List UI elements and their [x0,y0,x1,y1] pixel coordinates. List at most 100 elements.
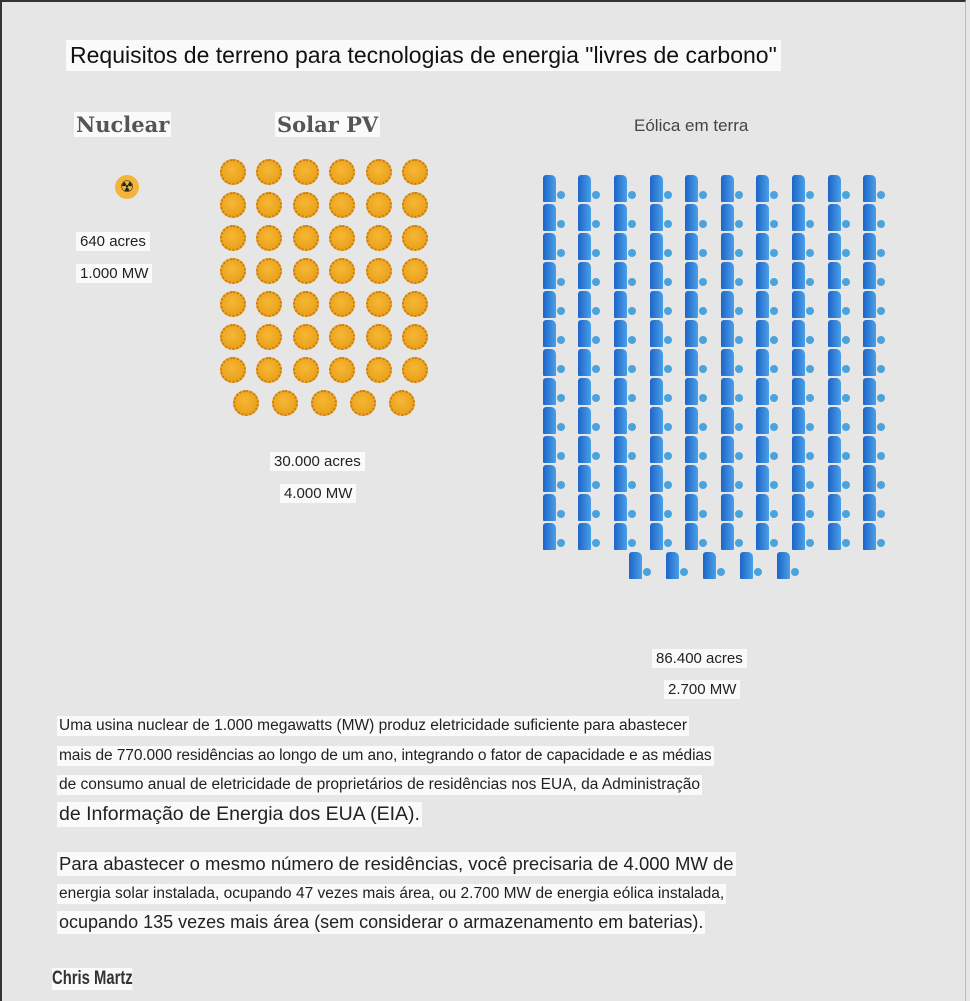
wind-turbine-icon [827,436,852,464]
wind-turbine-icon [792,175,816,203]
paragraph-1-line-2: mais de 770.000 residências ao longo de … [57,746,714,766]
wind-turbine-icon [827,233,852,261]
sun-icon [292,357,319,383]
sun-icon [219,324,246,350]
sun-icon [292,258,319,284]
paragraph-1-line-4: de Informação de Energia dos EUA (EIA). [57,802,422,827]
wind-turbine-icon [685,494,709,522]
wind-turbine-icon [542,262,567,290]
sun-icon [329,324,356,350]
wind-turbine-icon [578,291,602,319]
wind-turbine-icon [720,349,745,377]
wind-turbine-icon [756,233,780,261]
wind-turbine-icon [685,233,709,261]
sun-icon [311,390,337,416]
wind-turbine-icon [827,378,852,406]
wind-turbine-icon [542,320,567,348]
wind-turbine-icon [614,523,638,551]
sun-icon [365,159,392,185]
wind-turbine-icon [614,349,638,377]
sun-icon [365,324,392,350]
sun-icon [402,192,429,218]
sun-icon [329,258,356,284]
wind-turbine-icon [578,262,602,290]
wind-turbine-icon [614,494,638,522]
wind-turbine-icon [614,262,638,290]
sun-icon [389,390,415,416]
wind-turbine-icon [756,407,780,435]
wind-capacity: 2.700 MW [664,680,741,699]
wind-turbine-icon [614,204,638,232]
wind-turbine-icon [792,349,816,377]
wind-turbine-icon [827,175,852,203]
sun-icon [256,357,283,383]
sun-icon [329,225,356,251]
sun-icon [219,357,246,383]
wind-turbine-icon [649,494,674,522]
sun-icon [292,324,319,350]
wind-turbine-icon [827,320,852,348]
wind-turbine-icon [792,494,816,522]
wind-turbine-icon [792,204,816,232]
wind-turbine-icon [542,204,567,232]
wind-turbine-icon [720,291,745,319]
wind-turbine-icon [720,523,745,551]
wind-turbine-icon [720,233,745,261]
wind-turbine-icon [756,175,780,203]
wind-turbine-icon [720,465,745,493]
wind-turbine-icon [685,175,709,203]
sun-icon [365,192,392,218]
wind-turbine-icon [578,204,602,232]
wind-turbine-icon [649,523,674,551]
wind-turbine-icon [756,349,780,377]
wind-turbine-icon [863,494,887,522]
sun-icon [402,159,429,185]
sun-icon [256,159,283,185]
wind-turbine-icon [792,436,816,464]
wind-turbine-icon [578,407,602,435]
paragraph-1-line-3: de consumo anual de eletricidade de prop… [57,775,703,795]
wind-turbine-icon [649,349,674,377]
sun-icon [365,357,392,383]
wind-turbine-icon [792,291,816,319]
sun-icon [329,192,356,218]
wind-turbine-icon [578,378,602,406]
sun-icon [272,390,298,416]
wind-turbine-icon [863,262,887,290]
wind-turbine-icon [685,407,709,435]
sun-icon [292,192,319,218]
wind-turbine-icon [685,436,709,464]
wind-turbine-icon [542,291,567,319]
nuclear-heading: Nuclear [74,112,172,137]
sun-icon [402,258,429,284]
nuclear-area: 640 acres [76,232,150,251]
wind-turbine-icon [542,523,567,551]
wind-turbine-icon [792,465,816,493]
wind-turbine-icon [649,291,674,319]
wind-turbine-icon [863,291,887,319]
paragraph-2-line-1: Para abastecer o mesmo número de residên… [57,852,736,876]
wind-turbine-icon [756,436,780,464]
sun-icon [219,225,246,251]
sun-icon [329,357,356,383]
wind-turbine-icon [792,233,816,261]
nuclear-capacity: 1.000 MW [76,264,153,283]
wind-turbine-icon [542,436,567,464]
sun-icon [402,357,429,383]
wind-turbine-icon [578,349,602,377]
sun-icon [402,225,429,251]
wind-turbine-icon [542,465,567,493]
wind-turbine-icon [666,552,690,580]
wind-turbine-icon [649,233,674,261]
sun-icon [256,324,283,350]
wind-turbine-icon [578,233,602,261]
wind-turbine-icon [720,204,745,232]
wind-turbine-icon [863,233,887,261]
wind-turbine-icon [649,262,674,290]
sun-icon [256,291,283,317]
wind-turbine-icon [649,320,674,348]
wind-turbine-icon [649,407,674,435]
wind-turbine-icon [578,436,602,464]
wind-turbine-icon [649,204,674,232]
wind-turbine-icon [720,175,745,203]
